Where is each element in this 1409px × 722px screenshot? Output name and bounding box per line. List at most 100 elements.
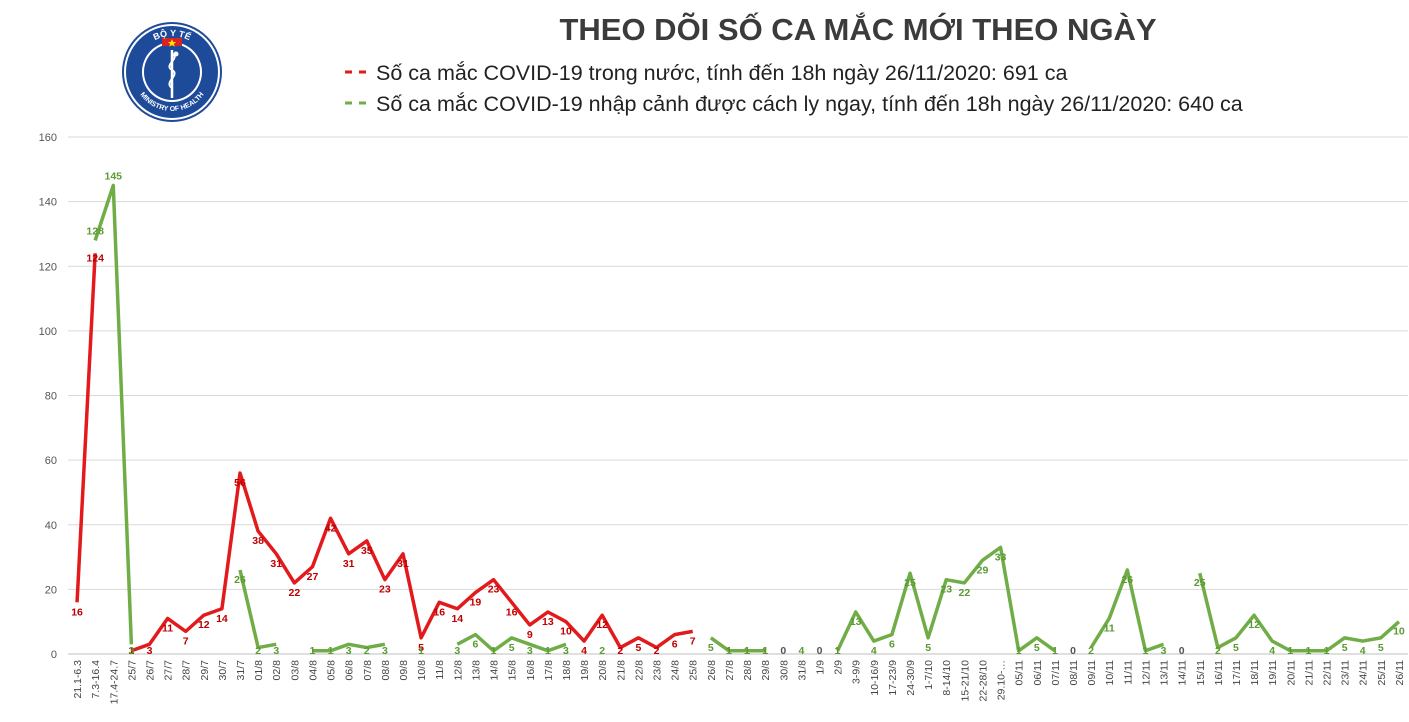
data-label: 1 bbox=[418, 645, 424, 657]
y-tick-label: 0 bbox=[51, 649, 57, 661]
data-label: 3 bbox=[128, 645, 134, 657]
data-label: 1 bbox=[1305, 645, 1311, 657]
series-line-1 bbox=[238, 569, 277, 650]
data-label: 7 bbox=[183, 635, 189, 647]
x-tick-label: 16/11 bbox=[1213, 660, 1225, 686]
data-label: 25 bbox=[1194, 577, 1206, 589]
data-label: 1 bbox=[1143, 645, 1149, 657]
data-label: 6 bbox=[473, 639, 479, 651]
data-label: 5 bbox=[635, 642, 641, 654]
x-tick-label: 29/8 bbox=[760, 660, 772, 681]
data-label: 10 bbox=[560, 626, 572, 638]
x-tick-label: 17/11 bbox=[1231, 660, 1243, 686]
x-tick-label: 12/8 bbox=[452, 660, 464, 681]
x-tick-label: 13/11 bbox=[1159, 660, 1171, 686]
x-tick-label: 24-30/9 bbox=[905, 660, 917, 696]
data-label: 1 bbox=[726, 645, 732, 657]
x-tick-label: 30/8 bbox=[778, 660, 790, 681]
legend-item-imported: Số ca mắc COVID-19 nhập cảnh được cách l… bbox=[345, 91, 1243, 116]
x-tick-label: 18/11 bbox=[1249, 660, 1261, 686]
data-label: 1 bbox=[726, 645, 732, 657]
data-label: 4 bbox=[581, 645, 587, 657]
x-tick-label: 22/8 bbox=[633, 660, 645, 681]
data-label: 31 bbox=[343, 558, 355, 570]
x-tick-label: 08/11 bbox=[1068, 660, 1080, 686]
x-tick-label: 04/8 bbox=[307, 660, 319, 681]
data-label: 31 bbox=[397, 558, 409, 570]
data-label: 4 bbox=[798, 645, 804, 657]
x-tick-label: 8-14/10 bbox=[941, 660, 953, 696]
data-label: 128 bbox=[86, 225, 104, 237]
x-tick-label: 23/8 bbox=[652, 660, 664, 681]
data-label: 12 bbox=[198, 619, 210, 631]
x-tick-label: 19/8 bbox=[579, 660, 591, 681]
x-tick-label: 29.10-… bbox=[996, 660, 1008, 700]
y-tick-label: 160 bbox=[39, 132, 57, 144]
y-tick-label: 140 bbox=[39, 197, 57, 209]
data-label: 3 bbox=[147, 645, 153, 657]
ministry-of-health-logo: BỘ Y TẾ MINISTRY OF HEALTH bbox=[122, 22, 222, 122]
data-label: 5 bbox=[1233, 642, 1239, 654]
x-tick-label: 31/7 bbox=[235, 660, 247, 681]
x-tick-label: 17.4-24.7 bbox=[108, 660, 120, 705]
data-label: 1 bbox=[835, 645, 841, 657]
data-label: 2 bbox=[364, 645, 370, 657]
data-label: 5 bbox=[509, 642, 515, 654]
data-label: 6 bbox=[889, 639, 895, 651]
x-tick-label: 06/8 bbox=[344, 660, 356, 681]
x-tick-label: 25/11 bbox=[1376, 660, 1388, 686]
data-label: 1 bbox=[835, 645, 841, 657]
y-tick-label: 40 bbox=[45, 520, 57, 532]
data-label: 0 bbox=[1070, 645, 1076, 657]
x-tick-label: 19/11 bbox=[1267, 660, 1279, 686]
data-label: 1 bbox=[310, 645, 316, 657]
series-line-1 bbox=[93, 183, 134, 645]
data-label: 22 bbox=[289, 587, 301, 599]
data-label: 14 bbox=[216, 613, 228, 625]
data-label: 1 bbox=[128, 645, 134, 657]
x-tick-label: 29/7 bbox=[199, 660, 211, 681]
x-tick-label: 13/8 bbox=[470, 660, 482, 681]
data-label: 23 bbox=[488, 584, 500, 596]
x-tick-label: 26/8 bbox=[706, 660, 718, 681]
x-tick-label: 10-16/9 bbox=[869, 660, 881, 696]
data-label: 1 bbox=[744, 645, 750, 657]
data-label: 2 bbox=[599, 645, 605, 657]
data-label: 3 bbox=[527, 645, 533, 657]
data-label: 1 bbox=[328, 645, 334, 657]
x-tick-label: 21.1-6.3 bbox=[72, 660, 84, 699]
data-label: 5 bbox=[1342, 642, 1348, 654]
x-tick-label: 20/11 bbox=[1285, 660, 1297, 686]
data-label: 29 bbox=[977, 564, 989, 576]
data-label: 5 bbox=[1034, 642, 1040, 654]
x-tick-label: 26/7 bbox=[144, 660, 156, 681]
data-label: 25 bbox=[904, 577, 916, 589]
series-line-1 bbox=[1089, 568, 1165, 653]
data-label: 5 bbox=[708, 642, 714, 654]
x-tick-label: 25/7 bbox=[126, 660, 138, 681]
x-tick-label: 25/8 bbox=[688, 660, 700, 681]
x-tick-label: 03/8 bbox=[289, 660, 301, 681]
x-tick-label: 21/11 bbox=[1303, 660, 1315, 686]
data-label: 1 bbox=[1287, 645, 1293, 657]
legend-label-imported: Số ca mắc COVID-19 nhập cảnh được cách l… bbox=[376, 91, 1243, 116]
data-label: 2 bbox=[255, 645, 261, 657]
data-label: 23 bbox=[940, 584, 952, 596]
x-tick-label: 30/7 bbox=[217, 660, 229, 681]
x-tick-label: 28/8 bbox=[742, 660, 754, 681]
data-label: 5 bbox=[925, 642, 931, 654]
data-label: 26 bbox=[1121, 574, 1133, 586]
series-line-1 bbox=[709, 636, 766, 653]
series-line-1 bbox=[312, 642, 386, 653]
y-tick-label: 120 bbox=[39, 261, 57, 273]
data-label: 6 bbox=[672, 639, 678, 651]
x-tick-label: 7.3-16.4 bbox=[90, 660, 102, 699]
data-label: 12 bbox=[1248, 619, 1260, 631]
x-tick-label: 18/8 bbox=[561, 660, 573, 681]
x-tick-label: 07/11 bbox=[1050, 660, 1062, 686]
data-label: 3 bbox=[563, 645, 569, 657]
data-label: 5 bbox=[1378, 642, 1384, 654]
x-tick-label: 11/8 bbox=[434, 660, 446, 680]
data-label: 3 bbox=[273, 645, 279, 657]
